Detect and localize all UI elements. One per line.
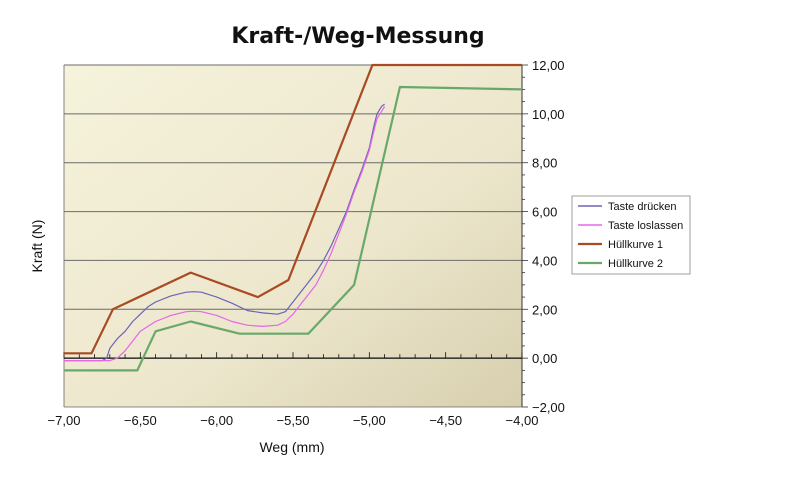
series-lines — [64, 63, 523, 372]
legend-box — [571, 195, 691, 275]
y-tick-label-0: −2,00 — [532, 400, 565, 415]
y-tick-label-6: 10,00 — [532, 107, 565, 122]
chart-title: Kraft-/Weg-Messung — [231, 24, 484, 49]
y-axis-label: Kraft (N) — [29, 220, 45, 273]
y-tick-label-3: 4,00 — [532, 253, 557, 268]
series-line-1 — [64, 106, 386, 362]
axes — [63, 64, 528, 408]
x-tick-label-3: −5,50 — [277, 413, 310, 428]
legend-label-3: Hüllkurve 2 — [608, 258, 663, 270]
y-tick-label-2: 2,00 — [532, 302, 557, 317]
x-tick-labels: −7,00 −6,50 −6,00 −5,50 −5,00 −4,50 −4,00 — [48, 413, 539, 428]
series-line-3 — [64, 85, 523, 372]
x-tick-label-1: −6,50 — [124, 413, 157, 428]
y-tick-label-4: 6,00 — [532, 205, 557, 220]
x-tick-label-2: −6,00 — [200, 413, 233, 428]
x-tick-label-4: −5,00 — [353, 413, 386, 428]
plot-area — [64, 65, 522, 407]
x-tick-label-5: −4,50 — [429, 413, 462, 428]
legend-label-0: Taste drücken — [608, 201, 676, 213]
x-tick-label-6: −4,00 — [506, 413, 539, 428]
series-line-0 — [64, 103, 385, 362]
y-tick-label-1: 0,00 — [532, 351, 557, 366]
y-tick-labels: −2,00 0,00 2,00 4,00 6,00 8,00 10,00 12,00 — [532, 58, 565, 415]
y-tick-label-7: 12,00 — [532, 58, 565, 73]
legend: Taste drücken Taste loslassen Hüllkurve 1 H… — [571, 195, 691, 275]
legend-label-2: Hüllkurve 1 — [608, 239, 663, 251]
y-tick-label-5: 8,00 — [532, 156, 557, 171]
legend-label-1: Taste loslassen — [608, 220, 683, 232]
x-tick-label-0: −7,00 — [48, 413, 81, 428]
series-line-2 — [64, 63, 522, 355]
x-axis-label: Weg (mm) — [259, 439, 324, 455]
